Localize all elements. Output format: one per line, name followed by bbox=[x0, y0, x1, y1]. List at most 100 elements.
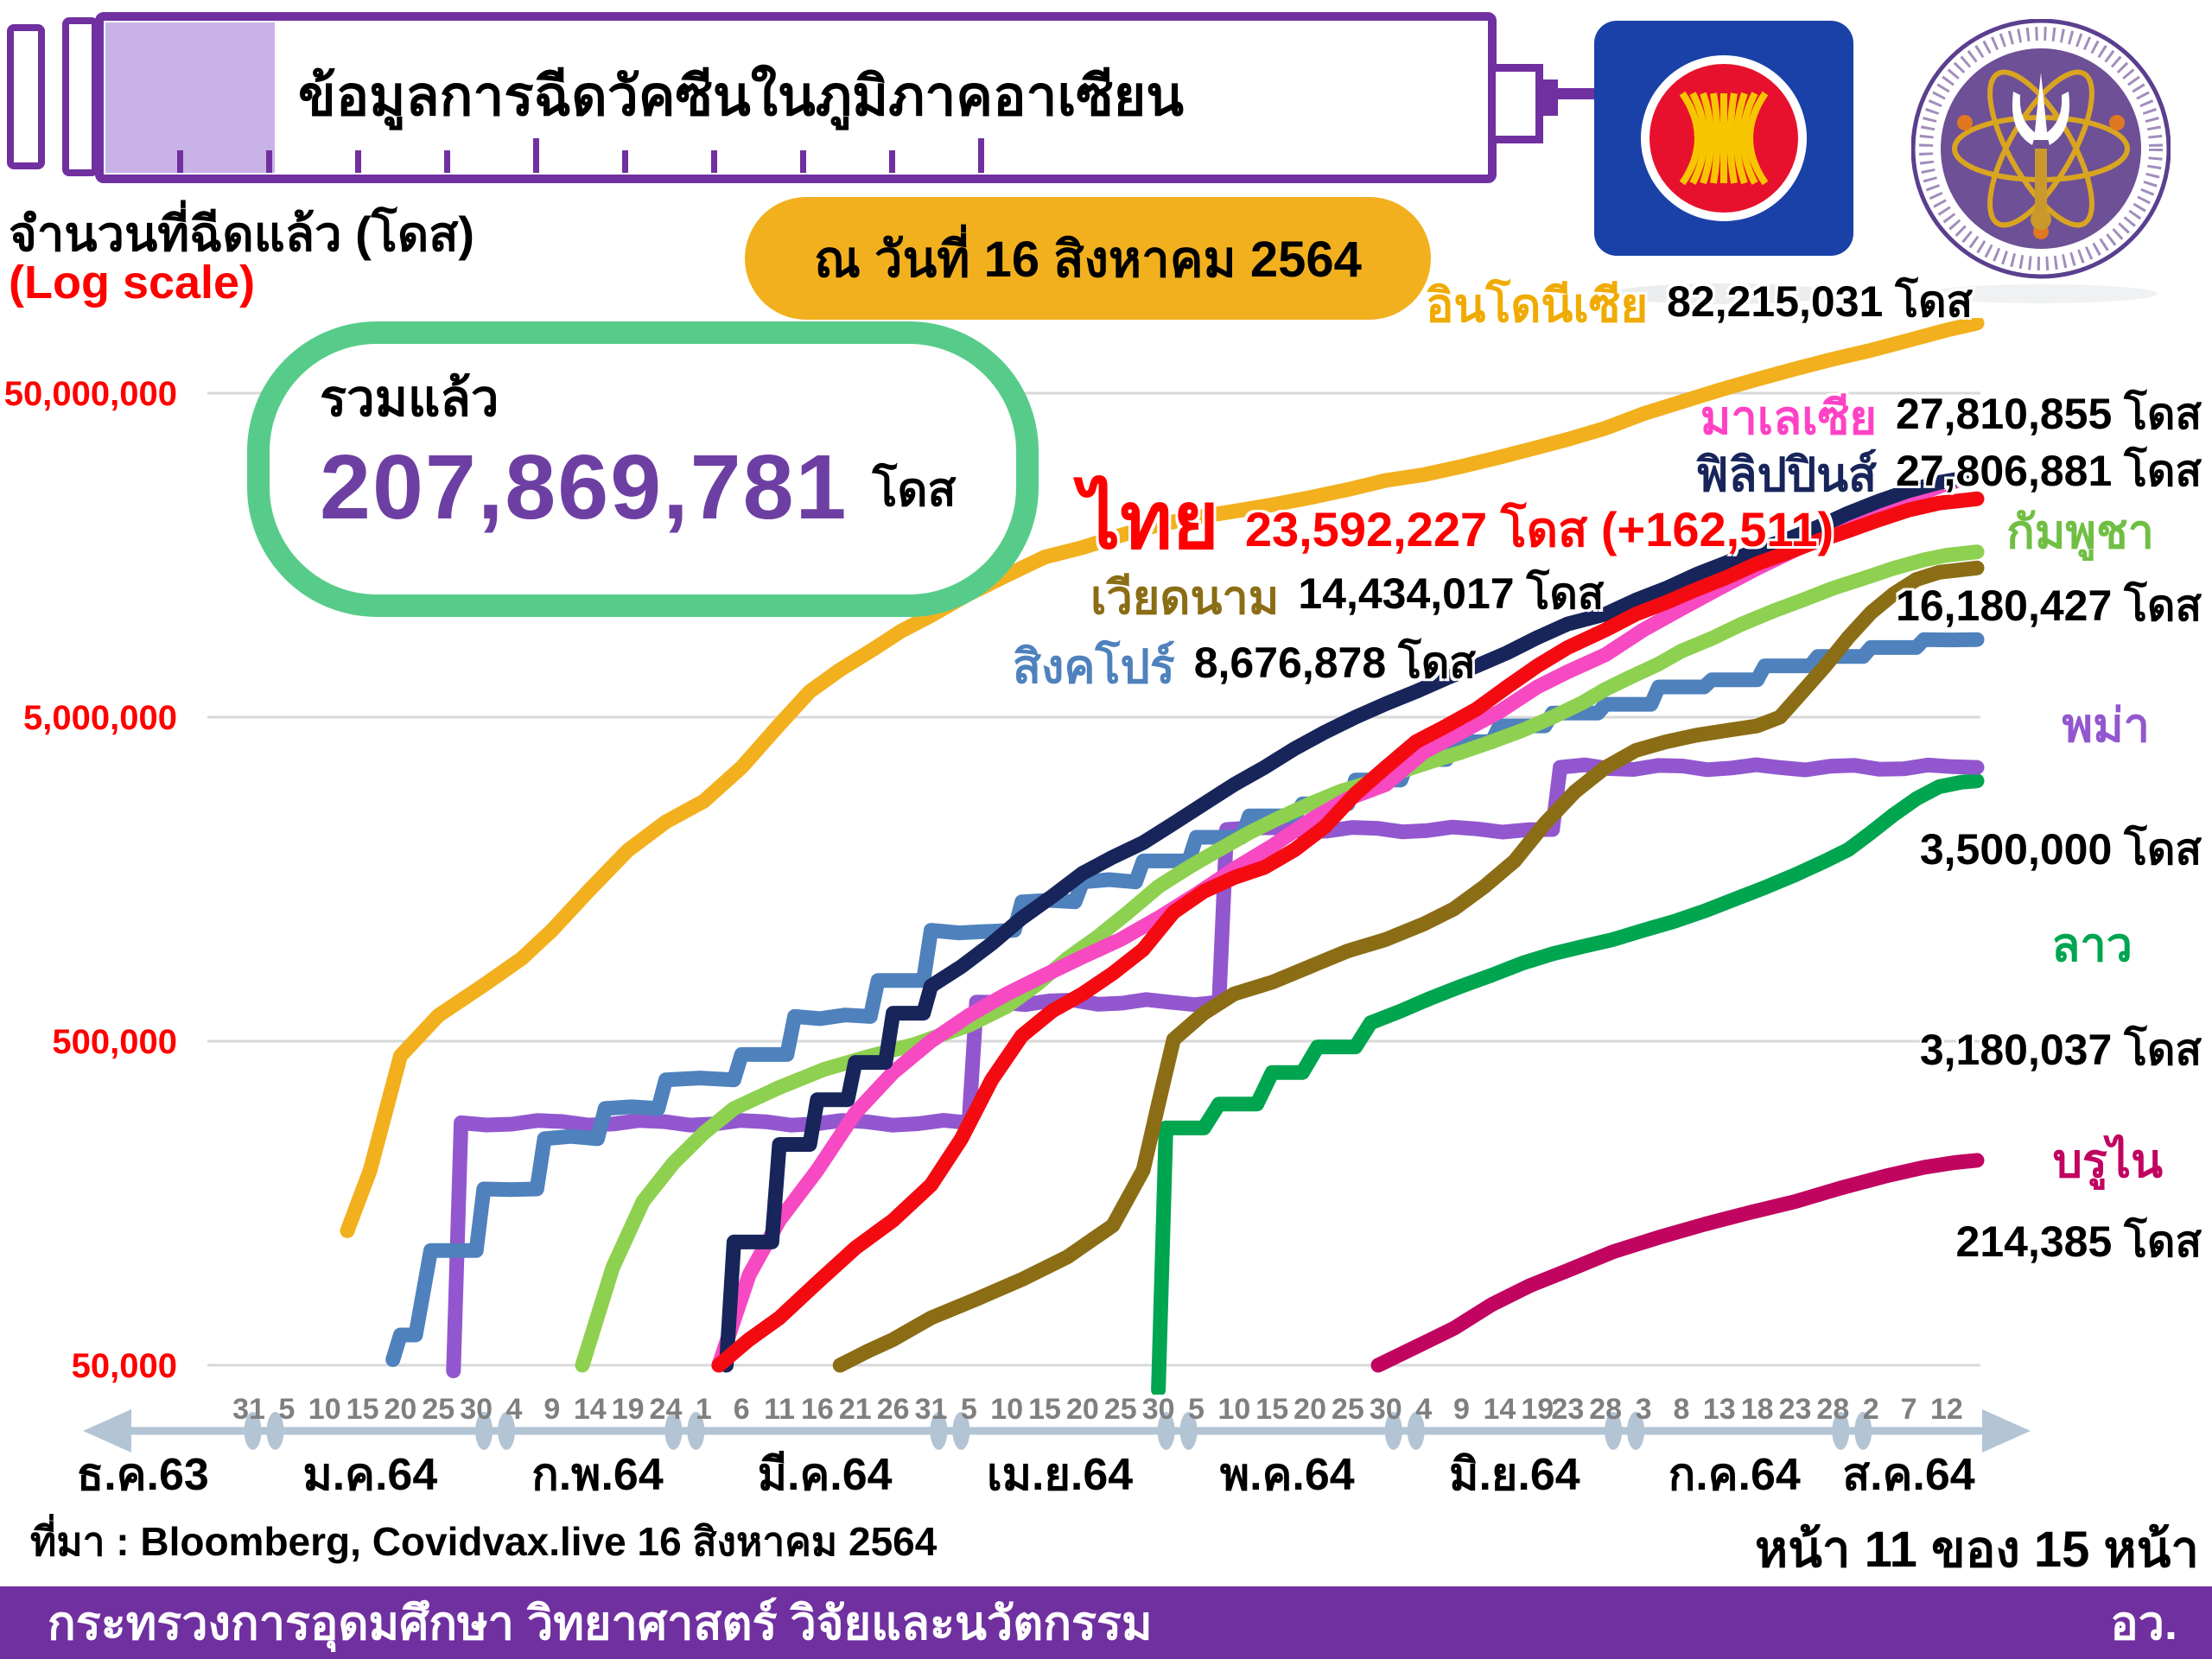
footer-bar: กระทรวงการอุดมศึกษา วิทยาศาสตร์ วิจัยและ… bbox=[0, 1586, 2212, 1659]
total-doses-box: รวมแล้ว 207,869,781 โดส bbox=[247, 321, 1039, 617]
svg-text:9: 9 bbox=[543, 1393, 560, 1426]
svg-text:9: 9 bbox=[1453, 1393, 1470, 1426]
svg-text:500,000: 500,000 bbox=[52, 1023, 177, 1061]
svg-text:7: 7 bbox=[1901, 1393, 1917, 1426]
label-malaysia: มาเลเซีย 27,810,855 โดส bbox=[1700, 380, 2202, 454]
svg-text:14: 14 bbox=[574, 1393, 607, 1426]
trident-icon bbox=[2012, 73, 2070, 230]
as-of-date-badge: ณ วันที่ 16 สิงหาคม 2564 bbox=[745, 197, 1431, 320]
syringe-tick bbox=[711, 150, 717, 173]
syringe-tick bbox=[266, 150, 272, 173]
country-value: 8,676,878 โดส bbox=[1193, 639, 1476, 687]
svg-text:เม.ย.64: เม.ย.64 bbox=[987, 1450, 1133, 1500]
svg-text:8: 8 bbox=[1673, 1393, 1689, 1426]
label-laos: ลาว 3,180,037 โดส bbox=[1920, 907, 2202, 1084]
y-axis-title: จำนวนที่ฉีดแล้ว (โดส) bbox=[9, 207, 475, 261]
syringe-tick bbox=[355, 150, 361, 173]
syringe-nozzle-tip bbox=[1535, 79, 1558, 116]
svg-text:21: 21 bbox=[839, 1393, 872, 1426]
country-name: สิงคโปร์ bbox=[1013, 641, 1175, 693]
syringe-tick bbox=[444, 150, 450, 173]
svg-text:5: 5 bbox=[1188, 1393, 1205, 1426]
footer-ministry-abbr: อว. bbox=[2110, 1598, 2177, 1649]
svg-text:23: 23 bbox=[1551, 1393, 1584, 1426]
footer-ministry-name: กระทรวงการอุดมศึกษา วิทยาศาสตร์ วิจัยและ… bbox=[48, 1598, 1153, 1649]
syringe-tick bbox=[622, 150, 628, 173]
country-name: บรูไน bbox=[2052, 1135, 2163, 1187]
svg-text:มิ.ย.64: มิ.ย.64 bbox=[1449, 1450, 1580, 1500]
svg-text:ก.ค.64: ก.ค.64 bbox=[1669, 1450, 1801, 1500]
svg-text:25: 25 bbox=[1332, 1393, 1364, 1426]
svg-text:20: 20 bbox=[1066, 1393, 1099, 1426]
svg-text:25: 25 bbox=[1104, 1393, 1137, 1426]
country-value: 214,385 โดส bbox=[1955, 1217, 2202, 1266]
svg-text:20: 20 bbox=[385, 1393, 417, 1426]
label-thailand: ไทย 23,592,227 โดส (+162,511) bbox=[1080, 456, 1834, 583]
syringe-fill bbox=[105, 22, 275, 173]
country-value: 27,810,855 โดส bbox=[1896, 390, 2202, 438]
svg-text:31: 31 bbox=[232, 1393, 265, 1426]
svg-text:23: 23 bbox=[1779, 1393, 1812, 1426]
svg-text:12: 12 bbox=[1930, 1393, 1963, 1426]
svg-text:25: 25 bbox=[422, 1393, 454, 1426]
syringe-tick bbox=[889, 150, 895, 173]
syringe-tick bbox=[533, 138, 539, 173]
country-value: 82,215,031 โดส bbox=[1667, 277, 1974, 326]
country-value: 3,500,000 โดส bbox=[1919, 825, 2202, 874]
page-title: ข้อมูลการฉีดวัคซีนในภูมิภาคอาเซียน bbox=[298, 65, 1184, 127]
country-value: 3,180,037 โดส bbox=[1919, 1026, 2202, 1074]
label-vietnam: เวียดนาม 14,434,017 โดส bbox=[1090, 560, 1604, 634]
svg-text:28: 28 bbox=[1816, 1393, 1849, 1426]
label-philippines: ฟิลิปปินส์ 27,806,881 โดส bbox=[1695, 437, 2202, 512]
ministry-logo bbox=[1911, 19, 2171, 303]
svg-text:4: 4 bbox=[1415, 1393, 1432, 1426]
total-doses-unit: โดส bbox=[872, 464, 957, 516]
svg-text:31: 31 bbox=[915, 1393, 948, 1426]
country-name: ไทย bbox=[1080, 477, 1219, 565]
asean-logo bbox=[1594, 21, 1853, 304]
syringe-barrel bbox=[95, 12, 1497, 183]
svg-text:28: 28 bbox=[1589, 1393, 1622, 1426]
syringe-nozzle bbox=[1488, 64, 1543, 143]
svg-text:30: 30 bbox=[1142, 1393, 1175, 1426]
label-cambodia: กัมพูชา 16,180,427 โดส bbox=[1896, 494, 2202, 640]
total-label: รวมแล้ว bbox=[320, 371, 499, 427]
svg-text:15: 15 bbox=[1028, 1393, 1061, 1426]
svg-text:26: 26 bbox=[877, 1393, 910, 1426]
country-value: 14,434,017 โดส bbox=[1298, 569, 1605, 618]
svg-text:50,000,000: 50,000,000 bbox=[4, 375, 177, 413]
label-singapore: สิงคโปร์ 8,676,878 โดส bbox=[1013, 629, 1476, 703]
country-value: 23,592,227 โดส (+162,511) bbox=[1244, 502, 1834, 556]
rice-sheaf-icon bbox=[1679, 91, 1769, 186]
svg-text:มี.ค.64: มี.ค.64 bbox=[758, 1450, 893, 1500]
svg-text:30: 30 bbox=[460, 1393, 493, 1426]
country-name: มาเลเซีย bbox=[1700, 392, 1878, 444]
svg-text:16: 16 bbox=[801, 1393, 834, 1426]
source-note: ที่มา : Bloomberg, Covidvax.live 16 สิงห… bbox=[30, 1519, 938, 1564]
svg-text:พ.ค.64: พ.ค.64 bbox=[1220, 1450, 1355, 1500]
svg-text:5: 5 bbox=[961, 1393, 977, 1426]
svg-text:1: 1 bbox=[696, 1393, 712, 1426]
svg-text:15: 15 bbox=[1255, 1393, 1288, 1426]
svg-text:20: 20 bbox=[1294, 1393, 1326, 1426]
svg-text:11: 11 bbox=[764, 1393, 795, 1426]
svg-text:13: 13 bbox=[1703, 1393, 1736, 1426]
atom-orbits-icon bbox=[1952, 69, 2130, 228]
svg-text:4: 4 bbox=[506, 1393, 523, 1426]
svg-text:ธ.ค.63: ธ.ค.63 bbox=[77, 1450, 209, 1500]
country-name: พม่า bbox=[2062, 700, 2150, 752]
country-name: อินโดนีเซีย bbox=[1426, 280, 1649, 332]
svg-text:24: 24 bbox=[650, 1393, 683, 1426]
country-value: 16,180,427 โดส bbox=[1896, 582, 2202, 630]
svg-text:2: 2 bbox=[1863, 1393, 1879, 1426]
syringe-plunger-bar-1 bbox=[7, 24, 45, 169]
svg-text:5: 5 bbox=[278, 1393, 295, 1426]
svg-text:14: 14 bbox=[1483, 1393, 1516, 1426]
svg-text:19: 19 bbox=[612, 1393, 645, 1426]
svg-text:19: 19 bbox=[1521, 1393, 1554, 1426]
total-doses-value: 207,869,781 bbox=[320, 436, 849, 538]
syringe-tick bbox=[177, 150, 183, 173]
country-name: ลาว bbox=[2051, 919, 2133, 971]
